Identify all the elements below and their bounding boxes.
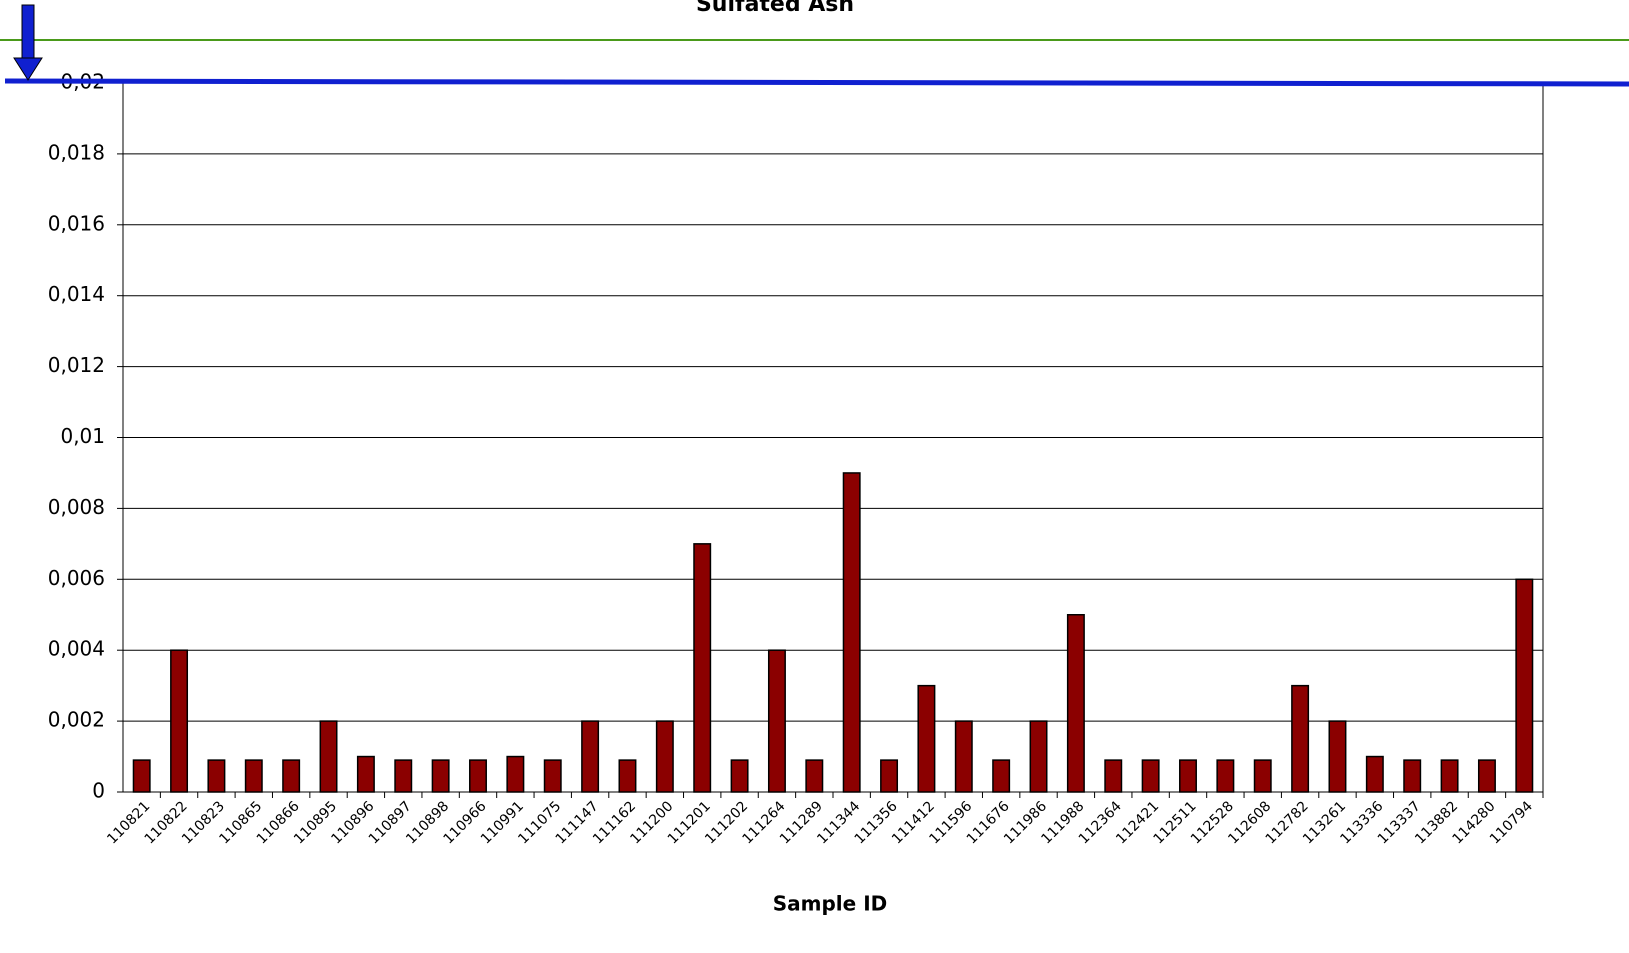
bar <box>1328 720 1347 793</box>
bar <box>1104 759 1123 793</box>
bar <box>1253 759 1272 793</box>
bar <box>1066 614 1085 793</box>
bar <box>356 755 375 793</box>
bar <box>1029 720 1048 793</box>
y-tick-label: 0,006 <box>48 566 105 590</box>
x-axis-title: Sample ID <box>773 892 887 916</box>
bar <box>543 759 562 793</box>
bar <box>655 720 674 793</box>
bar <box>805 759 824 793</box>
bar <box>1440 759 1459 793</box>
arrow-shaft <box>21 4 35 61</box>
plot-area: 0 0,002 0,004 0,006 0,008 0,01 0,012 0,014 0,016… <box>48 70 1544 847</box>
bar <box>319 720 338 793</box>
bar <box>954 720 973 793</box>
bar <box>618 759 637 793</box>
bar <box>1141 759 1160 793</box>
blue-line <box>4 78 1629 87</box>
bar <box>581 720 600 793</box>
bar <box>1403 759 1422 793</box>
y-tick-label: 0,018 <box>48 140 105 164</box>
bar <box>244 759 263 793</box>
bar <box>917 684 936 793</box>
bar <box>767 649 786 793</box>
y-tick-label: 0,008 <box>48 495 105 519</box>
bar <box>880 759 899 793</box>
bar <box>693 543 712 793</box>
arrow-head <box>13 57 43 81</box>
bar <box>1365 755 1384 793</box>
bar <box>431 759 450 793</box>
bar <box>282 759 301 793</box>
bar <box>1179 759 1197 793</box>
y-tick-label: 0,014 <box>48 282 105 306</box>
bar <box>132 759 151 793</box>
bar <box>992 759 1011 793</box>
bar <box>1291 684 1310 793</box>
y-tick-label: 0,004 <box>48 637 105 661</box>
y-tick-label: 0,012 <box>48 353 105 377</box>
bar <box>394 759 413 793</box>
bar <box>469 759 487 793</box>
bar <box>1515 578 1534 793</box>
bar <box>1216 759 1235 793</box>
bar <box>1477 759 1496 793</box>
y-tick-label: 0,016 <box>48 211 105 235</box>
y-tick-label: 0,002 <box>48 708 105 732</box>
chart-title: Sulfated Ash <box>696 0 854 17</box>
y-tick-label: 0,01 <box>60 424 105 448</box>
bar <box>842 472 861 793</box>
bar <box>730 759 749 793</box>
y-tick-label: 0 <box>92 779 105 803</box>
bar <box>506 755 525 793</box>
bar <box>207 759 226 793</box>
bar <box>170 649 189 793</box>
